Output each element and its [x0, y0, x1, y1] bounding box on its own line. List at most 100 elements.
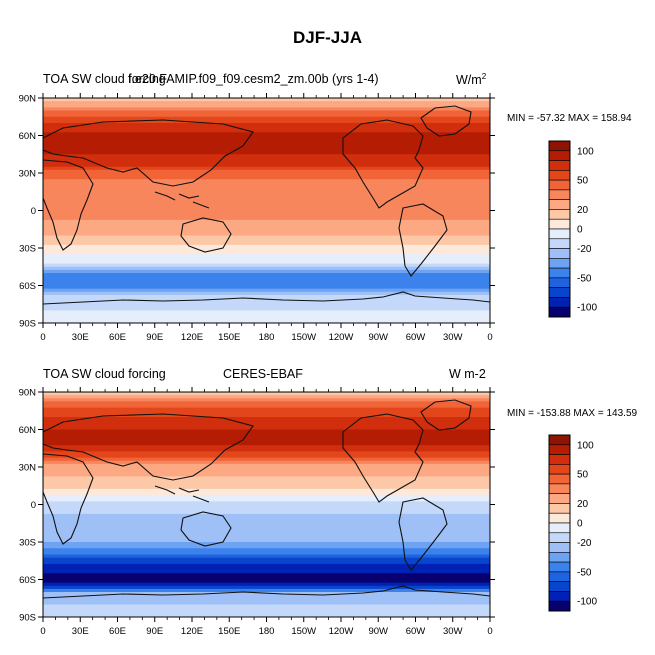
panel1-coast-africa [43, 159, 94, 251]
panel2-band [43, 476, 490, 481]
panel1-xtick-label: 30W [443, 332, 463, 343]
panel1-band [43, 223, 490, 227]
panel2-xtick-label: 150W [291, 626, 316, 637]
panel2-band [43, 463, 490, 468]
panel2-latitude-bands [43, 392, 490, 617]
panel2-band [43, 573, 490, 577]
panel2-ytick-label: 30N [19, 463, 37, 474]
panel2-band [43, 576, 490, 581]
colorbar-label: -50 [577, 273, 592, 284]
panel1-band [43, 263, 490, 268]
panel2-coast-greenland [420, 399, 472, 431]
colorbar-swatch [548, 503, 571, 514]
panel1-xtick-label: 0 [487, 332, 492, 343]
panel2-units: W m-2 [449, 367, 486, 381]
panel2-band [43, 529, 490, 534]
panel2-band [43, 538, 490, 543]
panel1-coast-greenland [420, 105, 472, 137]
colorbar-label: 100 [577, 146, 594, 157]
panel1-xtick-label: 150E [218, 332, 240, 343]
panel1-coast-north-america [342, 119, 424, 209]
panel1-band [43, 148, 490, 152]
panel1-band [43, 294, 490, 299]
panel2-band [43, 510, 490, 515]
colorbar-swatch [548, 444, 571, 455]
panel2-band [43, 585, 490, 590]
panel1-band [43, 107, 490, 112]
panel1-band [43, 226, 490, 230]
panel1-band [43, 101, 490, 105]
colorbar-swatch [548, 170, 571, 181]
panel1-band [43, 282, 490, 287]
panel2-colorbar: 100 50 20 0 -20 -50 -100 [548, 434, 597, 612]
colorbar-swatch [548, 306, 571, 318]
panel1-units-sup: 2 [481, 72, 487, 81]
colorbar-swatch [548, 493, 571, 504]
panel2-band [43, 535, 490, 540]
panel2-coast-maritime [154, 485, 210, 503]
colorbar-swatch [548, 561, 571, 573]
panel1-band [43, 207, 490, 212]
panel1-band [43, 157, 490, 162]
panel2-band [43, 560, 490, 565]
panel1-band [43, 248, 490, 252]
panel1-band [43, 269, 490, 274]
colorbar-label: 0 [577, 225, 583, 236]
panel2-map [43, 392, 490, 617]
panel1-xtick-label: 150W [291, 332, 316, 343]
panel2-band [43, 548, 490, 552]
panel2-band [43, 488, 490, 493]
panel2-band [43, 438, 490, 443]
panel1-axes: 0 30E 60E 90E 120E 150E 180 150W 120W 90W 60W 30W 09… [19, 93, 495, 343]
panel1-band [43, 138, 490, 143]
panel1-band [43, 154, 490, 158]
colorbar-swatch [548, 581, 571, 592]
panel1-band [43, 98, 490, 102]
panel2-band [43, 429, 490, 434]
panel2-coast-north-america [342, 413, 424, 503]
panel1-coast-maritime [154, 191, 210, 209]
panel2-band [43, 392, 490, 396]
colorbar-label: -20 [577, 538, 592, 549]
panel2-band [43, 470, 490, 474]
panel1-band [43, 285, 490, 290]
page-title: DJF-JJA [293, 28, 362, 47]
panel1-band [43, 151, 490, 155]
panel1-colorbar: 100 50 20 0 -20 -50 -100 [548, 140, 597, 318]
panel1-ytick-label: 0 [31, 206, 36, 217]
panel1-xtick-label: 90E [146, 332, 163, 343]
panel2-band [43, 613, 490, 617]
panel2-band [43, 523, 490, 527]
colorbar-swatch [548, 522, 571, 534]
colorbar-swatch [548, 218, 571, 230]
panel2-minmax: MIN = -153.88 MAX = 143.59 [507, 408, 638, 419]
colorbar-swatch [548, 228, 571, 240]
panel1-band [43, 116, 490, 121]
panel2-band [43, 598, 490, 602]
panel1-band [43, 276, 490, 280]
panel1-ytick-label: 90N [19, 94, 37, 105]
panel2-xtick-label: 30W [443, 626, 463, 637]
panel2-band [43, 413, 490, 418]
panel1-band [43, 160, 490, 165]
colorbar-label: -50 [577, 567, 592, 578]
colorbar-swatch [548, 454, 571, 465]
panel1-band [43, 251, 490, 255]
panel2-band [43, 420, 490, 424]
panel1-band [43, 235, 490, 240]
panel2-xtick-label: 120W [329, 626, 354, 637]
panel2-band [43, 401, 490, 406]
colorbar-swatch [548, 238, 571, 249]
colorbar-outline [548, 140, 571, 318]
colorbar-swatch [548, 591, 571, 602]
panel1-band [43, 123, 490, 127]
panel2-band [43, 432, 490, 437]
colorbar-swatch [548, 160, 571, 171]
panel1-coast-antarctica [43, 291, 490, 305]
panel1-band [43, 104, 490, 108]
panel1-band [43, 169, 490, 174]
panel1-band [43, 198, 490, 202]
colorbar-swatch [548, 483, 571, 494]
panel2-band [43, 445, 490, 449]
panel1-left-title: TOA SW cloud forcing [43, 72, 166, 86]
